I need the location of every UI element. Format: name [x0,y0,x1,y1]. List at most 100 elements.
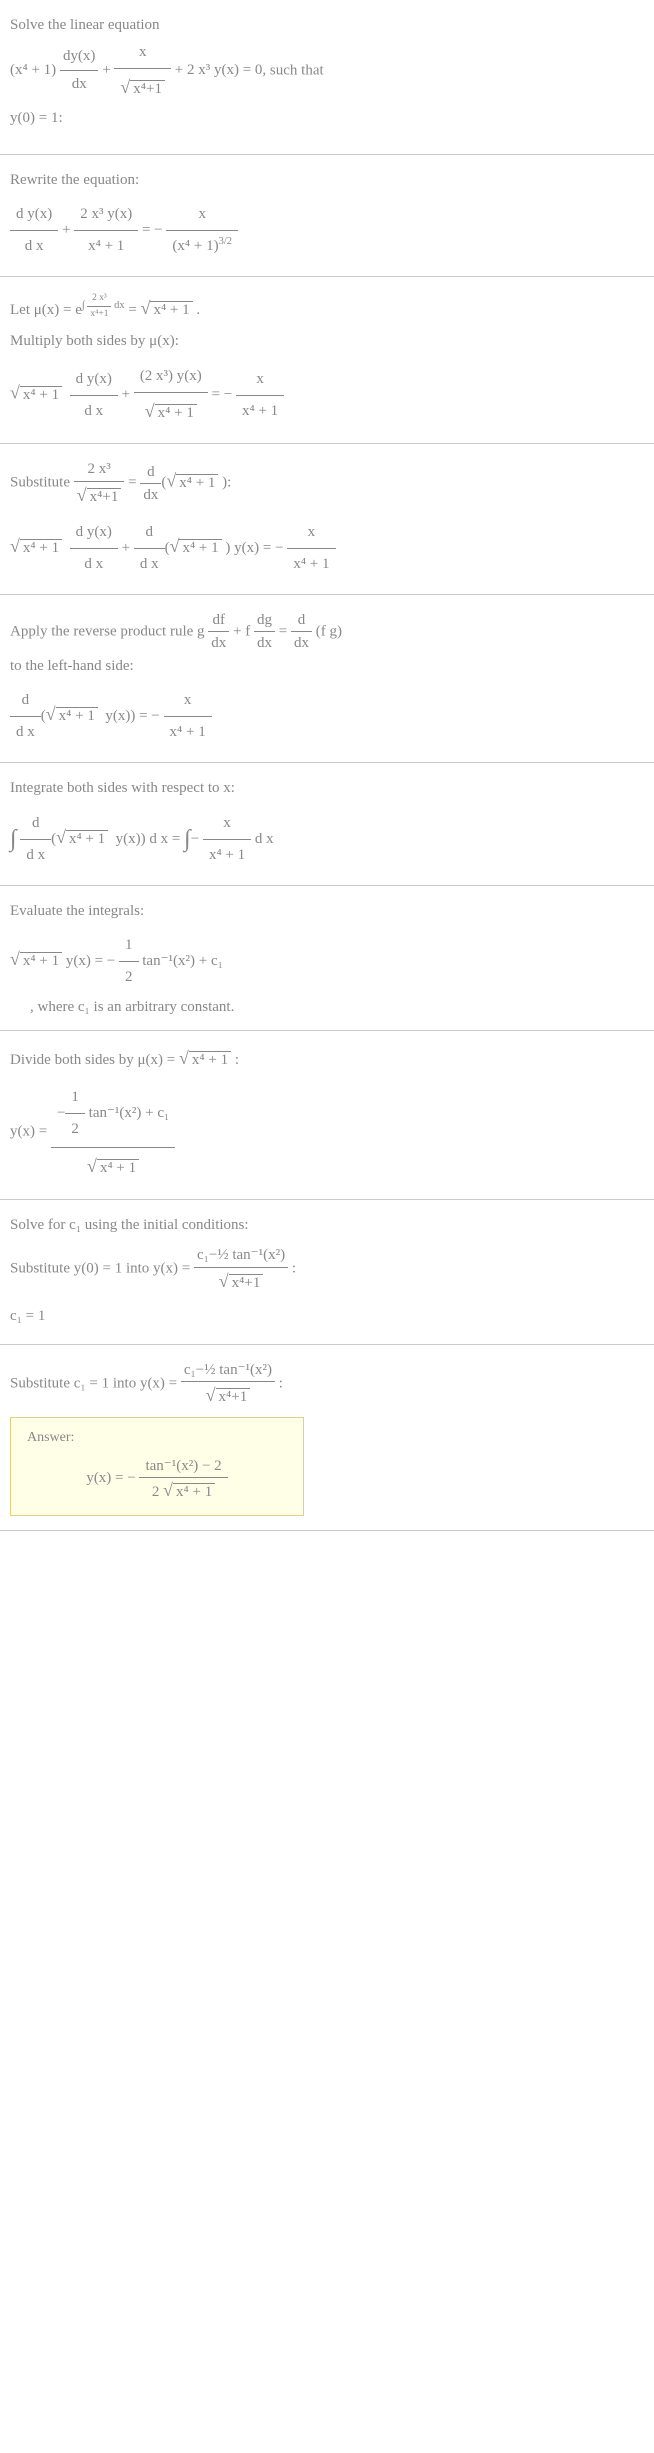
equation: √x⁴ + 1 d y(x) d x + d d x (√x⁴ + 1 ) y(… [10,517,644,580]
sub-frac: c₁−½ tan⁻¹(x²) √x⁴+1 [181,1359,275,1410]
step-rewrite: Rewrite the equation: d y(x) d x + 2 x³ … [0,155,654,278]
sub-line: Substitute c₁ = 1 into y(x) = c₁−½ tan⁻¹… [10,1359,644,1410]
eq: = [128,475,140,491]
den: √x⁴+1 [114,69,171,105]
num: c₁−½ tan⁻¹(x²) [194,1244,288,1268]
den: d x [10,231,58,262]
sqrt-icon: √ [56,827,66,847]
colon: : [227,475,231,491]
pr2: dgdx [254,609,275,655]
equation: √x⁴ + 1 y(x) = − 1 2 tan⁻¹(x²) + c₁ [10,930,644,993]
desc: Solve for c₁ using the initial condition… [10,1214,644,1237]
frac-x-sqrt: x √x⁴+1 [114,37,171,105]
ans-frac: tan⁻¹(x²) − 2 2 √x⁴ + 1 [139,1454,227,1503]
num: c₁−½ tan⁻¹(x²) [181,1359,275,1383]
suchthat: such that [270,62,324,78]
pre: Apply the reverse product rule g [10,623,208,639]
neg: − [191,831,199,847]
sqrt: x⁴ + 1 [179,539,221,556]
step-integrate: Integrate both sides with respect to x: … [0,763,654,886]
let: Let μ(x) = e [10,302,82,318]
yx: y(x) = [10,1124,51,1140]
dx1: d x = [146,831,184,847]
sqrt-icon: √ [10,536,20,556]
den: d x [70,549,118,580]
sqrt-icon: √ [46,704,56,724]
period: . [193,302,201,318]
sqrt-icon: √ [141,298,151,318]
den: x⁴ + 1 [287,549,335,580]
sqrt: x⁴ + 1 [20,539,62,556]
fg: (f g) [316,623,342,639]
den: x⁴ + 1 [74,231,138,262]
d-frac: d dx [140,461,161,507]
den: √x⁴+1 [194,1268,288,1295]
num: 2 x³ y(x) [74,199,138,231]
post: to the left-hand side: [10,658,134,674]
colon: : [231,1052,239,1068]
tan: tan⁻¹(x²) + c₁ [142,953,223,969]
den: (x⁴ + 1)3/2 [166,231,238,262]
pre: Substitute y(0) = 1 into y(x) = [10,1261,194,1277]
rest: + 2 x³ y(x) = 0, [175,62,270,78]
num: d [291,609,312,633]
num: x [114,37,171,69]
num: dg [254,609,275,633]
den: 2 [119,962,139,993]
step-product-rule: Apply the reverse product rule g dfdx + … [0,595,654,764]
step-problem: Solve the linear equation (x⁴ + 1) dy(x)… [0,0,654,155]
neg: − [57,1105,65,1121]
den: √x⁴ + 1 [51,1148,175,1184]
den: dx [254,632,275,655]
sub-frac: c₁−½ tan⁻¹(x²) √x⁴+1 [194,1244,288,1295]
sqrt-icon: √ [179,1048,189,1068]
sqrt: x⁴ + 1 [66,830,108,847]
sqrt-icon: √ [219,1271,229,1291]
sqrt: x⁴ + 1 [20,386,62,403]
den: √x⁴+1 [181,1382,275,1409]
sqrt: x⁴ + 1 [173,1483,215,1500]
colon: : [275,1375,283,1391]
sqrt: x⁴ + 1 [150,301,192,318]
lhs1: (x⁴ + 1) [10,62,56,78]
num: 2 x³ [74,458,125,482]
rhs-frac: x x⁴ + 1 [203,808,251,871]
num: d [140,461,161,485]
num: d [134,517,165,549]
frac-dydx: dy(x) dx [60,43,99,98]
result: c₁ = 1 [10,1303,644,1330]
dx2: d x [255,831,274,847]
sqrt-icon: √ [170,536,180,556]
equation: √x⁴ + 1 d y(x) d x + (2 x³) y(x) √x⁴ + 1… [10,361,644,429]
sqrt: x⁴+1 [87,488,122,505]
step-final: Substitute c₁ = 1 into y(x) = c₁−½ tan⁻¹… [0,1345,654,1532]
den: d x [20,840,51,871]
half: 1 2 [119,930,139,993]
desc: Rewrite the equation: [10,169,644,192]
num: x [287,517,335,549]
pre: Substitute [10,475,74,491]
ddx: d d x [20,808,51,871]
eq: = [279,623,291,639]
plus: + [102,62,114,78]
plus: + [122,540,134,556]
den: d x [134,549,165,580]
sqrt-icon: √ [120,77,130,97]
den: 2 √x⁴ + 1 [139,1478,227,1503]
den: x⁴ + 1 [164,717,212,748]
den: x⁴ + 1 [236,396,284,427]
num: x [166,199,238,231]
yx: y(x) [102,708,131,724]
den: x⁴ + 1 [203,840,251,871]
num: x [164,685,212,717]
yx: y(x) = − [230,540,283,556]
step-mu: Let μ(x) = e∫ 2 x³x⁴+1 dx = √x⁴ + 1 . Mu… [0,277,654,444]
pre: Divide both sides by μ(x) = [10,1052,179,1068]
mult: Multiply both sides by μ(x): [10,330,644,353]
den: d x [10,717,41,748]
step-substitute: Substitute 2 x³ √x⁴+1 = d dx (√x⁴ + 1 ):… [0,444,654,595]
num: tan⁻¹(x²) − 2 [139,1454,227,1478]
sqrt: x⁴ + 1 [155,404,197,421]
frac-dydx: d y(x) d x [10,199,58,262]
sqrt-icon: √ [163,1480,173,1500]
